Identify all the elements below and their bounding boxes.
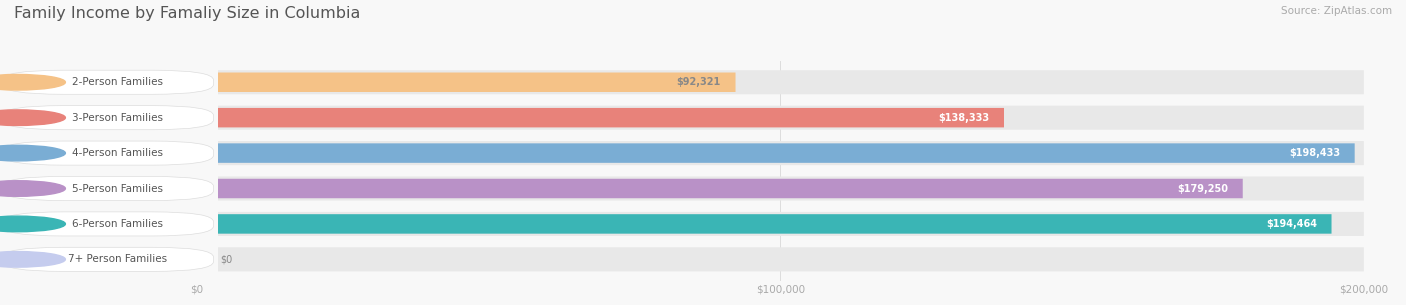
Circle shape: [0, 216, 66, 232]
Text: Source: ZipAtlas.com: Source: ZipAtlas.com: [1281, 6, 1392, 16]
FancyBboxPatch shape: [3, 177, 214, 201]
Text: 3-Person Families: 3-Person Families: [72, 113, 163, 123]
Circle shape: [0, 252, 66, 267]
Text: Family Income by Famaliy Size in Columbia: Family Income by Famaliy Size in Columbi…: [14, 6, 360, 21]
Text: $179,250: $179,250: [1177, 184, 1229, 193]
FancyBboxPatch shape: [3, 212, 214, 236]
Text: $0: $0: [221, 254, 232, 264]
FancyBboxPatch shape: [3, 70, 214, 94]
FancyBboxPatch shape: [197, 177, 1364, 201]
FancyBboxPatch shape: [3, 141, 214, 165]
FancyBboxPatch shape: [3, 106, 214, 130]
Text: 2-Person Families: 2-Person Families: [72, 77, 163, 87]
FancyBboxPatch shape: [197, 143, 1354, 163]
FancyBboxPatch shape: [197, 73, 735, 92]
FancyBboxPatch shape: [197, 70, 1364, 94]
FancyBboxPatch shape: [197, 212, 1364, 236]
FancyBboxPatch shape: [197, 106, 1364, 130]
FancyBboxPatch shape: [197, 108, 1004, 127]
Circle shape: [0, 110, 66, 125]
Text: $198,433: $198,433: [1289, 148, 1340, 158]
Text: $92,321: $92,321: [676, 77, 721, 87]
Text: $194,464: $194,464: [1265, 219, 1317, 229]
FancyBboxPatch shape: [197, 141, 1364, 165]
Text: 5-Person Families: 5-Person Families: [72, 184, 163, 193]
FancyBboxPatch shape: [3, 247, 214, 271]
Text: 4-Person Families: 4-Person Families: [72, 148, 163, 158]
FancyBboxPatch shape: [197, 214, 1331, 234]
Circle shape: [0, 181, 66, 196]
Text: $138,333: $138,333: [938, 113, 990, 123]
Circle shape: [0, 74, 66, 90]
Text: 7+ Person Families: 7+ Person Families: [67, 254, 167, 264]
FancyBboxPatch shape: [197, 179, 1243, 198]
Circle shape: [0, 145, 66, 161]
FancyBboxPatch shape: [197, 247, 1364, 271]
Text: 6-Person Families: 6-Person Families: [72, 219, 163, 229]
